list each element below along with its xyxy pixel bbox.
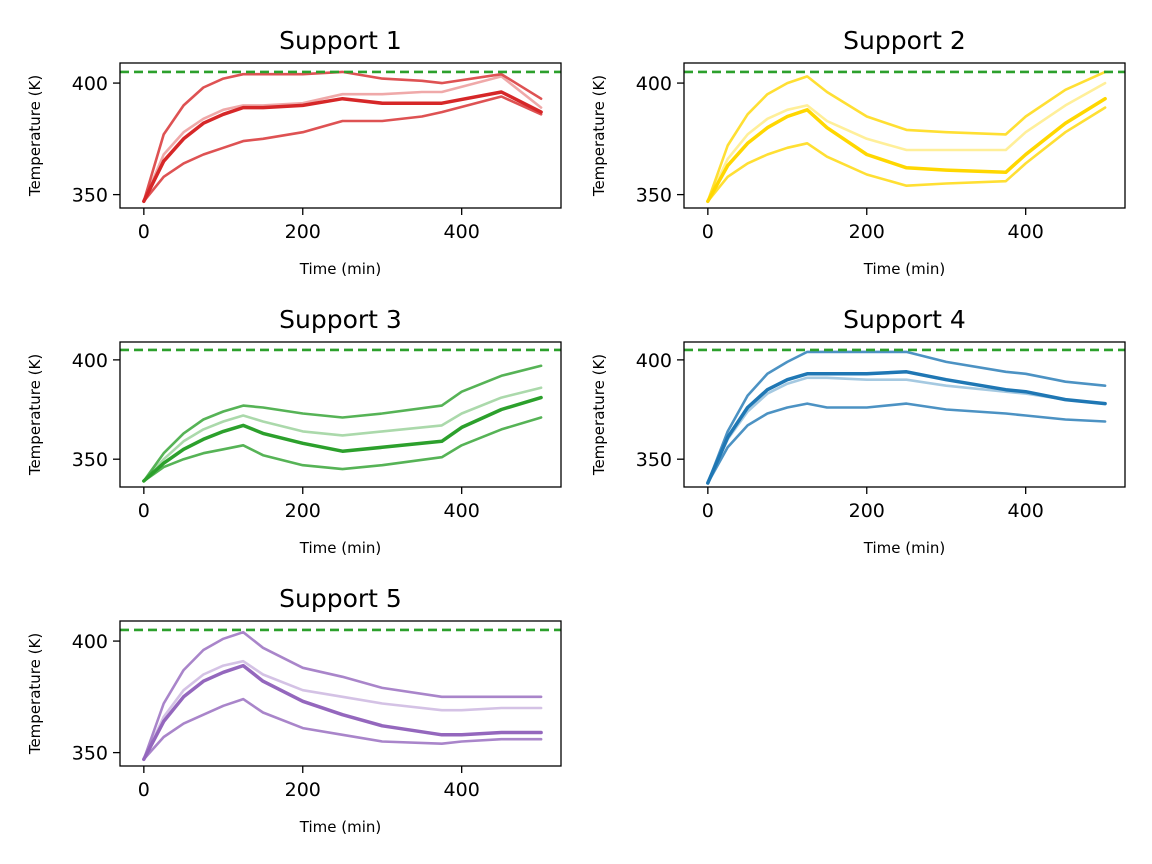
series-line-4 [706,402,1107,485]
plot-area [120,70,561,204]
chart-support-4: Support 4 Time (min) Temperature (K) 0 20… [590,305,1126,557]
chart-title: Support 2 [843,26,966,55]
x-tick-label: 400 [444,221,480,243]
y-axis-label: Temperature (K) [590,354,608,476]
x-axis-label: Time (min) [299,260,381,278]
series-line-3 [706,370,1107,485]
x-axis-label: Time (min) [299,818,381,836]
series-line-1 [142,630,543,761]
x-tick-label: 200 [285,779,321,801]
series-line-3 [706,96,1107,204]
series-line-1 [142,70,543,203]
y-tick-label: 400 [72,73,108,95]
series-line-4 [706,106,1107,203]
x-axis-label: Time (min) [863,539,945,557]
x-axis-label: Time (min) [863,260,945,278]
y-axis-label: Temperature (K) [26,354,44,476]
x-tick-label: 0 [702,221,714,243]
x-axis-label: Time (min) [299,539,381,557]
y-tick-label: 350 [72,449,108,471]
chart-support-3: Support 3 Time (min) Temperature (K) 0 20… [26,305,562,557]
chart-title: Support 1 [279,26,402,55]
chart-title: Support 4 [843,305,966,334]
y-axis-label: Temperature (K) [26,75,44,197]
series-line-4 [142,95,543,203]
series-line-2 [142,386,543,483]
y-tick-label: 400 [72,631,108,653]
plot-area [120,628,561,762]
series-line-2 [706,81,1107,203]
x-tick-label: 400 [444,779,480,801]
series-line-3 [142,395,543,483]
chart-title: Support 5 [279,584,402,613]
axes-frame [683,341,1126,488]
axes-frame [119,62,562,209]
x-tick-label: 200 [285,221,321,243]
series-line-4 [142,416,543,483]
x-tick-label: 400 [444,500,480,522]
series-line-2 [142,75,543,203]
series-line-4 [142,697,543,761]
series-line-2 [142,659,543,761]
plot-area [684,70,1125,204]
plot-area [120,348,561,483]
plot-area [684,348,1125,485]
series-line-3 [142,663,543,762]
y-tick-label: 350 [636,449,672,471]
series-line-1 [706,70,1107,203]
x-tick-label: 0 [138,221,150,243]
series-line-3 [142,90,543,204]
x-tick-label: 200 [849,221,885,243]
x-tick-label: 200 [285,500,321,522]
chart-support-1: Support 1 Time (min) Temperature (K) 0 20… [26,26,562,278]
x-tick-label: 400 [1008,221,1044,243]
series-line-2 [706,376,1107,485]
x-tick-label: 0 [702,500,714,522]
x-tick-label: 400 [1008,500,1044,522]
y-axis-label: Temperature (K) [590,75,608,197]
axes-frame [119,620,562,767]
y-tick-label: 350 [72,743,108,765]
chart-title: Support 3 [279,305,402,334]
x-tick-label: 0 [138,500,150,522]
series-line-1 [142,364,543,483]
y-tick-label: 350 [636,185,672,207]
chart-support-2: Support 2 Time (min) Temperature (K) 0 20… [590,26,1126,278]
axes-frame [683,62,1126,209]
y-tick-label: 400 [636,350,672,372]
series-line-1 [706,350,1107,485]
x-tick-label: 200 [849,500,885,522]
axes-frame [119,341,562,488]
x-tick-label: 0 [138,779,150,801]
y-tick-label: 400 [72,350,108,372]
y-axis-label: Temperature (K) [26,633,44,755]
y-tick-label: 350 [72,185,108,207]
chart-support-5: Support 5 Time (min) Temperature (K) 0 20… [26,584,562,836]
y-tick-label: 400 [636,73,672,95]
